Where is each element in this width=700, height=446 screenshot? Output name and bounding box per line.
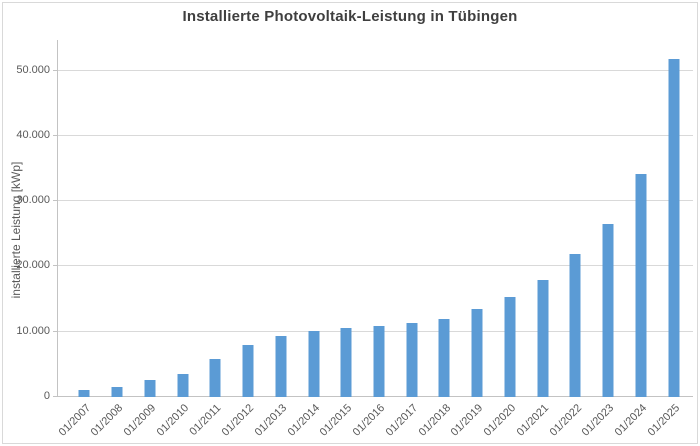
x-tick-label: 01/2017 [383,402,421,439]
bar-01-2021 [537,279,549,397]
x-tick-label: 01/2020 [481,402,519,439]
y-tick-label: 40.000 [16,128,50,141]
x-tick-label: 01/2019 [449,402,486,439]
plot-area: 0 10.000 20.000 30.000 40.000 50.000 01/2007 0… [16,40,693,439]
bar-01-2018 [438,319,450,397]
bar-01-2022 [569,254,581,397]
x-tick-labels-group: 01/2007 01/2008 01/2009 01/2010 01/2011 01/20… [56,397,690,443]
y-tick-label: 50.000 [16,63,50,76]
x-tick-label: 01/2008 [88,402,126,439]
gridline-20000 [57,265,693,267]
x-tick-label: 01/2011 [187,402,224,439]
bar-01-2025 [668,58,680,397]
gridline-50000 [57,69,693,71]
y-tick-mark [53,200,57,202]
bar-01-2019 [471,308,483,397]
x-tick-label: 01/2018 [416,402,453,439]
y-tick-mark [53,330,57,332]
y-axis-title-text: installierte Leistung [kWp] [9,161,23,299]
x-tick-label: 01/2021 [514,402,552,439]
y-tick-label: 20.000 [16,259,50,272]
bar-01-2009 [144,380,156,397]
x-tick-label: 01/2022 [547,402,584,439]
bar-01-2011 [209,359,221,397]
x-tick-label: 01/2012 [219,402,257,439]
bars-group [68,40,690,397]
y-axis-line [57,40,58,397]
bar-01-2024 [635,173,647,397]
x-tick-label: 01/2014 [285,402,323,439]
bar-01-2016 [373,325,385,397]
bar-01-2020 [504,297,516,397]
x-tick-label: 01/2013 [252,402,290,439]
bar-01-2023 [602,224,614,397]
gridline-30000 [57,200,693,202]
bar-01-2014 [308,331,320,397]
y-tick-mark [53,265,57,267]
y-tick-label: 30.000 [16,194,50,207]
x-tick-label: 01/2007 [56,402,93,439]
x-tick-label: 01/2010 [154,402,192,439]
bar-01-2015 [340,327,352,397]
gridline-40000 [57,134,693,136]
x-tick-label: 01/2015 [318,402,355,439]
y-tick-label: 10.000 [16,324,50,337]
bar-01-2007 [78,390,90,397]
bar-01-2012 [242,345,254,397]
bar-01-2013 [275,336,287,397]
chart-title: Installierte Photovoltaik-Leistung in Tü… [182,8,518,25]
bar-01-2017 [406,322,418,397]
x-tick-label: 01/2025 [645,402,683,439]
y-tick-mark [53,396,57,397]
y-tick-mark [53,69,57,71]
bar-01-2008 [111,387,123,397]
x-tick-label: 01/2016 [350,402,388,439]
x-tick-label: 01/2009 [121,402,159,439]
x-tick-label: 01/2023 [580,402,617,439]
x-tick-label: 01/2024 [612,402,650,439]
bar-01-2010 [177,373,189,397]
y-tick-label: 0 [43,390,50,402]
y-tick-mark [53,134,57,136]
